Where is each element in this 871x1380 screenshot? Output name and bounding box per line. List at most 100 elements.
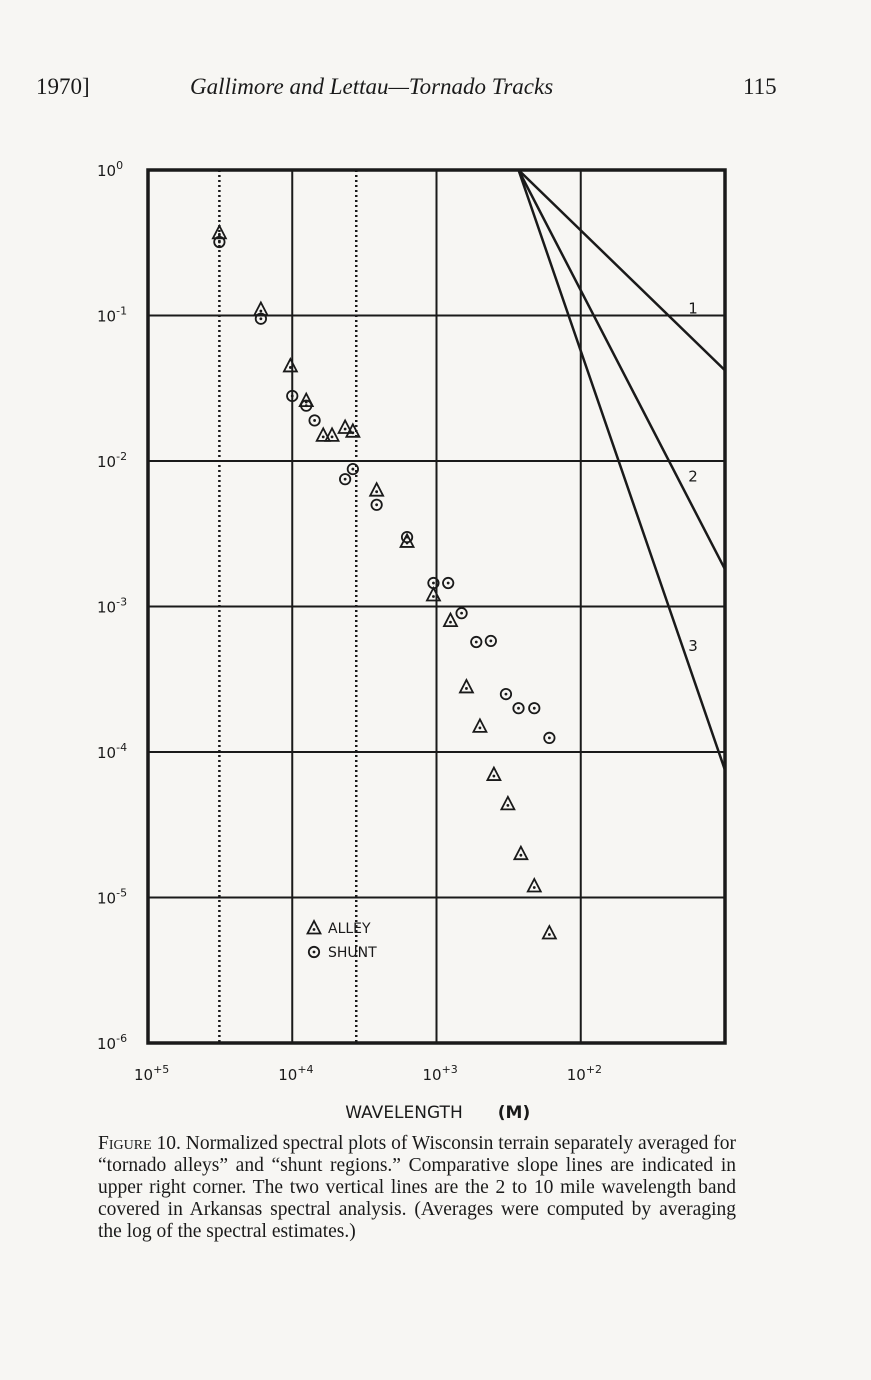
data-points [211,223,558,940]
figure-caption: Figure 10. Normalized spectral plots of … [98,1133,736,1243]
shunt-point [427,576,440,590]
slope-label: 2 [688,467,698,485]
shunt-point-dot [460,611,463,615]
alley-point-dot [259,309,263,313]
alley-point-dot [330,435,334,439]
band-lines [218,170,358,1043]
shunt-point [400,530,414,544]
shunt-point [499,687,513,701]
y-tick-label: 10-5 [97,887,127,908]
shunt-point-dot [259,317,263,321]
alley-point-dot [465,687,468,690]
shunt-point-dot [446,581,450,585]
legend: ALLEY SHUNT [306,919,377,961]
alley-point [324,426,341,442]
x-axis-label: WAVELENGTH [345,1103,462,1123]
y-tick-label: 100 [97,159,123,180]
shunt-point [370,498,383,511]
shunt-point [470,635,483,649]
alley-point-dot [478,726,482,730]
shunt-point [543,731,556,744]
slope-label: 3 [688,637,698,655]
alley-point [458,677,475,694]
alley-point-dot [449,620,452,624]
legend-shunt-marker [307,945,321,959]
shunt-point [339,473,352,486]
shunt-point [484,634,497,648]
slope-label: 1 [688,299,698,317]
legend-label: ALLEY [328,921,371,937]
y-tick-label: 10-4 [97,741,127,762]
x-tick-label: 10+2 [567,1063,602,1084]
alley-point [485,765,502,781]
alley-point-dot [288,366,292,369]
x-axis-unit: (M) [498,1103,530,1123]
slope-line [517,170,725,372]
x-tick-label: 10+5 [134,1063,169,1084]
shunt-point [300,399,313,412]
header-volume: 1970] [36,74,90,99]
y-tick-label: 10-2 [97,450,127,471]
shunt-point [213,235,226,249]
shunt-point-dot [375,503,379,507]
shunt-point-dot [489,639,493,643]
shunt-point-dot [405,535,409,539]
shunt-point [346,462,359,476]
shunt-point-dot [532,706,536,710]
slope-line [517,170,725,570]
slope-lines [517,170,725,771]
shunt-point [455,607,468,620]
alley-point-dot [375,490,379,494]
shunt-point-dot [517,706,520,710]
slope-labels: 1 2 3 [688,299,698,655]
alley-point [315,426,332,442]
figure-label: Figure 10. [98,1133,181,1154]
shunt-point [308,414,321,427]
shunt-point-dot [504,692,508,696]
shunt-point-dot [343,477,347,481]
alley-point [526,877,543,893]
shunt-point-dot [290,394,294,398]
header-running-title: Gallimore and Lettau—Tornado Tracks [190,74,554,99]
alley-point [471,717,488,733]
x-tick-label: 10+4 [278,1063,313,1084]
alley-point [512,844,529,861]
x-tick-labels: 10+5 10+4 10+3 10+2 [134,1063,602,1084]
shunt-point-dot [432,581,435,585]
header-page-number: 115 [743,74,777,99]
grid-lines [147,169,725,1044]
y-tick-labels: 100 10-1 10-2 10-3 10-4 10-5 10-6 [97,159,127,1053]
slope-line [517,170,725,771]
alley-point [442,611,459,628]
alley-point [499,794,516,811]
alley-point [541,924,558,940]
alley-point-dot [547,933,551,936]
legend-label: SHUNT [328,945,377,961]
shunt-point-dot [304,404,308,408]
x-tick-label: 10+3 [423,1063,458,1084]
shunt-point [512,702,525,715]
alley-point-dot [492,774,496,778]
y-tick-label: 10-3 [97,596,127,617]
alley-point-dot [506,803,510,807]
shunt-point-dot [217,240,221,244]
shunt-point [528,702,541,715]
alley-point [282,357,299,373]
shunt-point-dot [547,736,551,740]
alley-point [252,300,269,316]
y-tick-label: 10-1 [97,305,127,326]
alley-point-dot [432,595,435,598]
alley-point [368,481,385,497]
shunt-point [442,576,455,590]
shunt-point [286,389,299,403]
alley-point-dot [519,853,523,857]
alley-point-dot [343,427,347,431]
alley-point-dot [321,435,325,439]
legend-alley-marker-dot [312,928,316,931]
legend-alley-marker [306,919,322,935]
alley-point-dot [217,232,221,236]
alley-point-dot [351,431,355,435]
alley-point [425,586,442,602]
y-tick-label: 10-6 [97,1032,127,1053]
shunt-point [254,312,267,325]
